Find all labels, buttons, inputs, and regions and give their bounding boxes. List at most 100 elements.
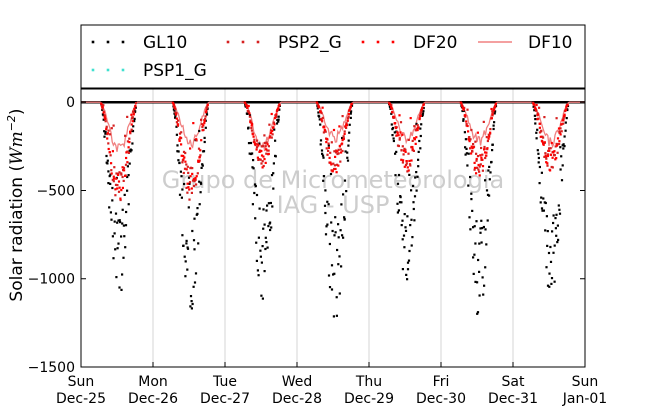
gl10-point xyxy=(264,236,267,239)
df20-point xyxy=(124,174,127,177)
psp2-g-point xyxy=(475,166,479,169)
legend-swatch-psp2-g xyxy=(241,40,245,44)
gl10-point xyxy=(466,164,469,167)
psp2-g-point xyxy=(478,165,481,168)
psp2-g-point xyxy=(479,163,482,166)
gl10-point xyxy=(408,249,411,253)
gl10-point xyxy=(265,241,268,244)
df20-point xyxy=(342,137,345,141)
gl10-point xyxy=(398,201,402,204)
legend-swatch-psp1-g xyxy=(121,68,125,72)
gl10-point xyxy=(179,170,182,173)
df20-point xyxy=(555,157,558,160)
psp2-g-point xyxy=(197,147,201,150)
psp2-g-point xyxy=(562,117,565,120)
gl10-point xyxy=(397,209,400,212)
df20-point xyxy=(554,158,557,161)
gl10-point xyxy=(488,178,491,181)
gl10-point xyxy=(346,156,349,159)
gl10-point xyxy=(319,123,322,126)
legend-entry-gl10: GL10 xyxy=(91,33,187,53)
psp2-g-point xyxy=(321,120,324,123)
df20-point xyxy=(390,107,393,110)
gl10-point xyxy=(338,255,341,258)
psp2-g-point xyxy=(265,152,268,155)
psp2-g-point xyxy=(133,111,136,114)
psp2-g-point xyxy=(466,108,469,111)
gl10-point xyxy=(259,255,262,258)
gl10-point xyxy=(199,191,202,194)
df20-point xyxy=(420,109,423,112)
df20-point xyxy=(334,155,337,158)
gl10-point xyxy=(263,223,266,226)
psp2-g-point xyxy=(195,183,198,186)
df20-point xyxy=(410,159,413,162)
df20-point xyxy=(477,163,480,167)
df20-point xyxy=(119,197,122,200)
x-tick-label-date: Dec-26 xyxy=(128,391,178,407)
df20-point xyxy=(111,150,114,153)
df20-point xyxy=(328,156,331,159)
df20-point xyxy=(266,143,269,146)
y-axis-label: Solar radiation (Wm−2) xyxy=(5,108,27,301)
gl10-point xyxy=(104,132,107,135)
gl10-point xyxy=(480,241,483,244)
psp2-g-point xyxy=(120,172,123,175)
gl10-point xyxy=(396,182,400,185)
gl10-point xyxy=(410,244,413,247)
gl10-point xyxy=(464,138,467,141)
psp2-g-point xyxy=(260,162,263,165)
gl10-point xyxy=(533,109,536,112)
psp2-g-point xyxy=(183,167,187,170)
df20-point xyxy=(465,120,468,123)
psp2-g-point xyxy=(131,116,134,119)
psp2-g-point xyxy=(322,131,325,134)
df20-point xyxy=(396,134,399,137)
df20-point xyxy=(345,124,349,127)
psp2-g-point xyxy=(558,142,561,146)
psp2-g-point xyxy=(399,121,403,124)
df20-point xyxy=(488,135,491,138)
df20-point xyxy=(204,111,208,114)
gl10-point xyxy=(252,167,255,170)
psp2-g-point xyxy=(316,103,319,106)
x-tick-label-day: Mon xyxy=(138,374,168,390)
gl10-point xyxy=(184,275,187,278)
psp2-g-point xyxy=(335,163,339,166)
gl10-point xyxy=(552,251,555,254)
gl10-point xyxy=(192,285,195,288)
df20-point xyxy=(177,123,180,126)
gl10-point xyxy=(396,202,399,205)
legend-label-psp2-g: PSP2_G xyxy=(278,33,342,53)
gl10-point xyxy=(277,115,280,118)
gl10-point xyxy=(471,209,474,212)
grid-lines xyxy=(152,89,514,367)
gl10-point xyxy=(415,171,418,174)
legend-swatch-df20 xyxy=(376,40,380,44)
gl10-point xyxy=(546,230,549,233)
df20-point xyxy=(558,140,561,143)
gl10-point xyxy=(190,300,193,303)
gl10-point xyxy=(277,120,280,123)
psp2-g-point xyxy=(175,121,178,124)
gl10-point xyxy=(181,234,184,237)
psp2-g-point xyxy=(544,152,547,155)
gl10-point xyxy=(258,207,261,210)
df20-point xyxy=(100,102,103,105)
legend-label-psp1-g: PSP1_G xyxy=(143,61,207,81)
gl10-point xyxy=(399,196,402,199)
gl10-point xyxy=(121,208,124,211)
gl10-point xyxy=(407,259,411,262)
gl10-point xyxy=(404,226,407,229)
psp2-g-point xyxy=(204,117,207,120)
gl10-point xyxy=(339,229,342,232)
gl10-point xyxy=(346,159,350,162)
psp2-g-point xyxy=(549,147,552,150)
psp2-g-point xyxy=(542,136,545,139)
psp2-g-point xyxy=(185,163,188,166)
psp2-g-point xyxy=(116,184,119,187)
df20-point xyxy=(542,142,545,145)
y-tick-label: −1000 xyxy=(28,272,75,288)
psp2-g-point xyxy=(176,124,179,127)
psp2-g-point xyxy=(122,166,126,169)
